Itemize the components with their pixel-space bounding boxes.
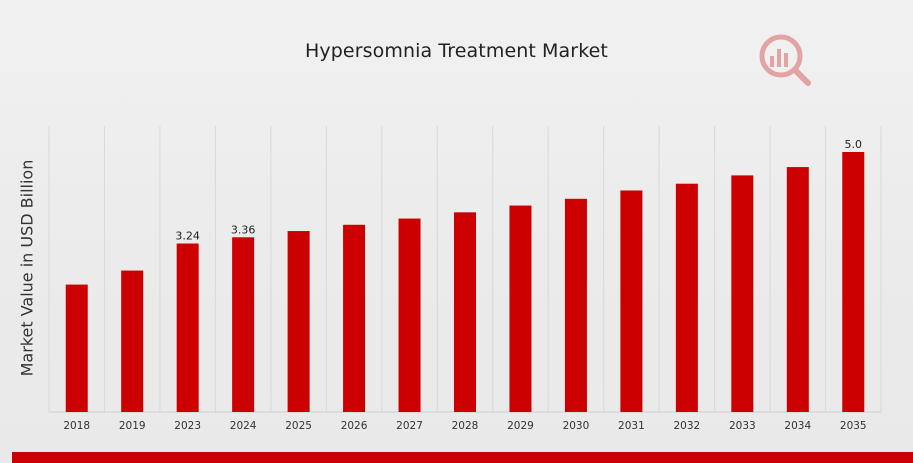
bar-2032: [675, 183, 698, 412]
x-tick-label: 2027: [396, 420, 423, 432]
bar-2027: [398, 218, 421, 412]
bar-2024: [232, 237, 255, 412]
footer-accent-bar: [12, 452, 913, 463]
x-tick-label: 2028: [452, 420, 479, 432]
bar-2028: [454, 212, 476, 412]
bar-2019: [121, 270, 144, 412]
bar-2030: [564, 198, 587, 412]
chart-title: Hypersomnia Treatment Market: [305, 40, 608, 62]
x-tick-label: 2026: [341, 420, 368, 432]
x-tick-label: 2018: [63, 420, 90, 432]
x-tick-label: 2032: [673, 420, 700, 432]
bar-2026: [343, 224, 366, 412]
bar-2031: [620, 190, 643, 412]
data-label: 5.0: [845, 138, 863, 151]
data-label: 3.36: [231, 223, 256, 236]
x-tick-label: 2023: [174, 420, 201, 432]
x-tick-label: 2019: [119, 420, 146, 432]
x-tick-label: 2029: [507, 420, 534, 432]
x-tick-label: 2034: [784, 420, 811, 432]
bar-2018: [65, 284, 88, 412]
bar-2025: [287, 231, 310, 412]
bar-2035: [842, 152, 865, 412]
x-tick-label: 2033: [729, 420, 756, 432]
data-label: 3.24: [175, 230, 200, 243]
bar-2034: [786, 167, 809, 412]
x-tick-label: 2035: [840, 420, 867, 432]
market-research-logo-icon: [759, 34, 811, 86]
bar-2033: [731, 175, 754, 412]
x-tick-label: 2031: [618, 420, 645, 432]
x-tick-label: 2030: [563, 420, 590, 432]
bar-2023: [176, 243, 199, 412]
x-tick-label: 2025: [285, 420, 312, 432]
bar-2029: [509, 205, 532, 412]
x-tick-label: 2024: [230, 420, 257, 432]
